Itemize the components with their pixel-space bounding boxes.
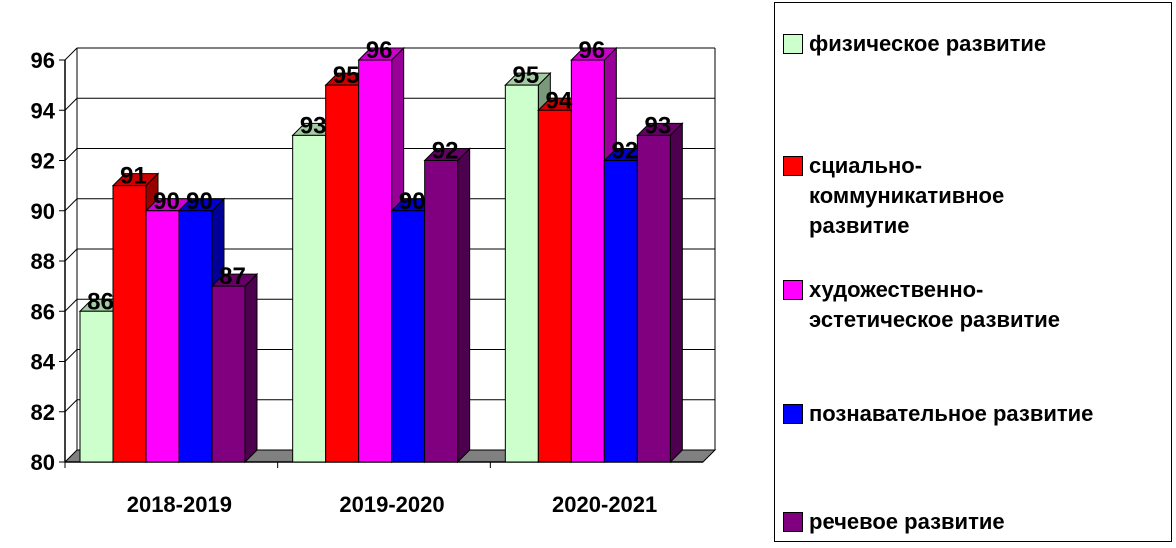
legend-swatch xyxy=(783,280,803,300)
data-label: 92 xyxy=(611,138,638,165)
bar-side xyxy=(244,272,258,464)
bar xyxy=(79,310,114,463)
legend-label: речевое развитие xyxy=(809,509,1005,534)
data-label: 93 xyxy=(300,112,327,139)
legend-swatch xyxy=(783,512,803,532)
gridline-diagonal xyxy=(64,298,78,312)
legend-item-speech: речевое развитие xyxy=(783,507,1159,537)
bar xyxy=(504,84,539,463)
legend-swatch xyxy=(783,404,803,424)
y-tick-label: 90 xyxy=(31,199,55,224)
data-label: 94 xyxy=(545,87,572,114)
gridline-diagonal xyxy=(64,47,78,61)
x-tick-label: 2018-2019 xyxy=(127,492,232,517)
legend-label: художественно-эстетическое развитие xyxy=(809,275,1099,335)
gridline-diagonal xyxy=(64,148,78,161)
bar xyxy=(391,210,426,463)
legend-item-artistic: художественно-эстетическое развитие xyxy=(783,275,1099,335)
bar xyxy=(145,210,180,463)
bar xyxy=(178,210,213,463)
legend: физическое развитие сциально-коммуникати… xyxy=(774,2,1172,542)
y-tick-label: 82 xyxy=(31,400,55,425)
legend-item-cognitive: познавательное развитие xyxy=(783,399,1159,429)
y-tick-label: 80 xyxy=(31,450,55,475)
data-label: 92 xyxy=(432,138,459,165)
gridline-diagonal xyxy=(64,349,78,362)
y-tick-label: 88 xyxy=(31,249,55,274)
legend-swatch xyxy=(783,34,803,54)
data-label: 95 xyxy=(512,62,539,89)
bar xyxy=(424,160,459,463)
data-label: 90 xyxy=(186,188,213,215)
y-axis-tick-labels: 80 82 84 86 88 90 92 94 96 xyxy=(31,48,56,475)
legend-swatch xyxy=(783,156,803,176)
bar xyxy=(636,134,671,463)
y-tick-label: 84 xyxy=(31,350,56,375)
legend-label-text: художественно-эстетическое развитие xyxy=(809,277,1061,332)
legend-label: сциально-коммуникативное развитие xyxy=(809,151,1009,241)
data-label: 93 xyxy=(644,112,671,139)
bar xyxy=(537,109,572,463)
bar xyxy=(112,185,147,463)
bar xyxy=(292,134,327,463)
legend-label: познавательное развитие xyxy=(809,401,1094,426)
legend-item-social: сциально-коммуникативное развитие xyxy=(783,151,1009,241)
bar-side xyxy=(669,122,683,464)
data-label: 91 xyxy=(120,163,147,190)
gridline-diagonal xyxy=(64,198,78,212)
x-tick-label: 2019-2020 xyxy=(339,492,444,517)
y-tick-label: 96 xyxy=(31,48,55,73)
bar xyxy=(570,59,605,463)
bar xyxy=(325,84,360,463)
data-label: 95 xyxy=(333,62,360,89)
legend-item-physical: физическое развитие xyxy=(783,29,1159,59)
data-label: 96 xyxy=(366,37,393,64)
data-label: 96 xyxy=(578,37,605,64)
gridline-diagonal xyxy=(64,399,78,413)
gridline-diagonal xyxy=(64,248,78,262)
bars xyxy=(78,46,684,464)
bar xyxy=(211,285,246,463)
bar-side xyxy=(457,147,471,464)
data-label: 87 xyxy=(219,263,246,290)
data-label: 90 xyxy=(399,188,426,215)
y-tick-label: 92 xyxy=(31,149,55,174)
legend-label: физическое развитие xyxy=(809,31,1047,56)
bar xyxy=(358,59,393,463)
bar xyxy=(603,160,638,463)
y-tick-label: 86 xyxy=(31,299,55,324)
legend-label-text: сциально-коммуникативное развитие xyxy=(809,153,1005,238)
x-tick-label: 2020-2021 xyxy=(552,492,657,517)
x-axis-tick-labels: 2018-2019 2019-2020 2020-2021 xyxy=(127,492,658,517)
y-tick-label: 94 xyxy=(31,98,56,123)
data-label: 86 xyxy=(87,288,114,315)
data-label: 90 xyxy=(153,188,180,215)
gridline-diagonal xyxy=(64,97,78,111)
